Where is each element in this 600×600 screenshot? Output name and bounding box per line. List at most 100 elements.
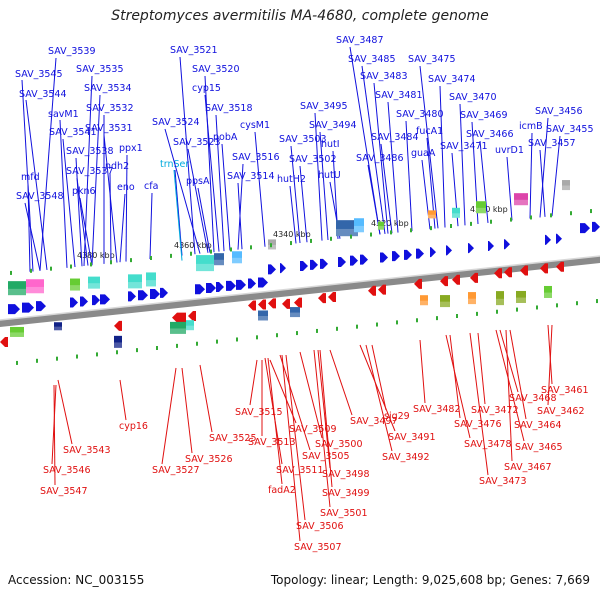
reverse-gene-label[interactable]: SAV_3492 xyxy=(382,452,430,463)
forward-gene-label[interactable]: ppsA xyxy=(186,176,210,187)
forward-gene-label[interactable]: pkn6 xyxy=(72,186,96,197)
forward-gene-label[interactable]: SAV_3514 xyxy=(227,171,275,182)
reverse-gene-label[interactable]: SAV_3527 xyxy=(152,465,200,476)
reverse-gene-label[interactable]: sig29 xyxy=(384,411,410,422)
forward-gene-arrow xyxy=(258,277,268,288)
forward-gene-label[interactable]: SAV_3531 xyxy=(85,123,133,134)
forward-gene-arrow xyxy=(216,281,224,292)
reverse-gene-label[interactable]: SAV_3491 xyxy=(388,432,436,443)
forward-gene-label[interactable]: hutH2 xyxy=(277,174,306,185)
reverse-gene-label[interactable]: SAV_3547 xyxy=(40,486,88,497)
reverse-gene-label[interactable]: SAV_3546 xyxy=(43,465,91,476)
forward-gene-label[interactable]: SAV_3532 xyxy=(86,103,134,114)
forward-gene-label[interactable]: SAV_3486 xyxy=(356,153,404,164)
forward-gene-label[interactable]: SAV_3521 xyxy=(170,45,218,56)
forward-gene-label[interactable]: SAV_3534 xyxy=(84,83,132,94)
reverse-gene-label[interactable]: SAV_3507 xyxy=(294,542,342,553)
forward-gene-label[interactable]: SAV_3484 xyxy=(371,132,419,143)
forward-gene-label[interactable]: SAV_3523 xyxy=(173,137,221,148)
reverse-gene-label[interactable]: cyp16 xyxy=(119,421,148,432)
forward-gene-label[interactable]: hutU xyxy=(318,170,341,181)
forward-gene-label[interactable]: SAV_3469 xyxy=(460,110,508,121)
reverse-gene-label[interactable]: SAV_3500 xyxy=(315,439,363,450)
forward-gene-label[interactable]: SAV_3494 xyxy=(309,120,357,131)
forward-gene-label[interactable]: SAV_3466 xyxy=(466,129,514,140)
reverse-gene-label[interactable]: SAV_3498 xyxy=(322,469,370,480)
forward-gene-label[interactable]: SAV_3524 xyxy=(152,117,200,128)
forward-gene-label[interactable]: SAV_3537 xyxy=(66,166,114,177)
forward-gene-label[interactable]: SAV_3487 xyxy=(336,35,384,46)
forward-gene-label[interactable]: SAV_3480 xyxy=(396,109,444,120)
forward-gene-label[interactable]: cfa xyxy=(144,181,158,192)
reverse-gene-label[interactable]: SAV_3464 xyxy=(514,420,562,431)
reverse-gene-label[interactable]: fadA2 xyxy=(268,485,296,496)
forward-gene-label[interactable]: SAV_3538 xyxy=(66,146,114,157)
forward-gene-label[interactable]: SAV_3516 xyxy=(232,152,280,163)
forward-gene-label[interactable]: SAV_3481 xyxy=(375,90,423,101)
reverse-gene-label[interactable]: SAV_3525 xyxy=(209,433,257,444)
forward-gene-label[interactable]: SAV_3539 xyxy=(48,46,96,57)
forward-gene-label[interactable]: SAV_3502 xyxy=(289,154,337,165)
forward-gene-label[interactable]: savM1 xyxy=(48,109,79,120)
reverse-gene-label[interactable]: SAV_3543 xyxy=(63,445,111,456)
forward-gene-label[interactable]: SAV_3495 xyxy=(300,101,348,112)
reverse-gene-label[interactable]: SAV_3461 xyxy=(541,385,589,396)
forward-gene-label[interactable]: SAV_3485 xyxy=(348,54,396,65)
reverse-gene-label[interactable]: SAV_3499 xyxy=(322,488,370,499)
forward-gene-label[interactable]: ndh2 xyxy=(105,161,129,172)
forward-gene-label[interactable]: SAV_3518 xyxy=(205,103,253,114)
reverse-gene-arrow xyxy=(540,263,548,274)
forward-gene-label[interactable]: SAV_3535 xyxy=(76,64,124,75)
forward-gene-label[interactable]: SAV_3541 xyxy=(49,127,97,138)
forward-gene-label[interactable]: SAV_3548 xyxy=(16,191,64,202)
forward-gene-label[interactable]: SAV_3470 xyxy=(449,92,497,103)
reverse-gene-label[interactable]: SAV_3509 xyxy=(289,424,337,435)
forward-connector-line xyxy=(179,56,196,255)
forward-gene-label[interactable]: SAV_3457 xyxy=(528,138,576,149)
reverse-gene-label[interactable]: SAV_3505 xyxy=(302,451,350,462)
reverse-gene-label[interactable]: SAV_3476 xyxy=(454,419,502,430)
reverse-gene-label[interactable]: SAV_3467 xyxy=(504,462,552,473)
forward-gene-label[interactable]: cyp15 xyxy=(192,83,221,94)
forward-gene-label[interactable]: fucA1 xyxy=(416,126,443,137)
forward-connector-line xyxy=(237,182,243,250)
reverse-gene-label[interactable]: SAV_3515 xyxy=(235,407,283,418)
track-marker xyxy=(170,253,172,258)
forward-gene-label[interactable]: guaA xyxy=(411,148,436,159)
forward-gene-label[interactable]: ppx1 xyxy=(119,143,143,154)
reverse-gene-arrow xyxy=(470,272,478,283)
reverse-gene-label[interactable]: SAV_3468 xyxy=(509,393,557,404)
forward-gene-label[interactable]: mfd xyxy=(21,172,40,183)
forward-gene-label[interactable]: pobA xyxy=(213,132,238,143)
track-marker xyxy=(156,346,158,350)
reverse-gene-label[interactable]: SAV_3472 xyxy=(471,405,519,416)
forward-gene-label[interactable]: SAV_3544 xyxy=(19,89,67,100)
reverse-gene-label[interactable]: SAV_3497 xyxy=(350,416,398,427)
forward-gene-label[interactable]: SAV_3483 xyxy=(360,71,408,82)
reverse-gene-label[interactable]: SAV_3473 xyxy=(479,476,527,487)
forward-gene-label[interactable]: SAV_3471 xyxy=(440,141,488,152)
reverse-gene-label[interactable]: SAV_3465 xyxy=(515,442,563,453)
forward-gene-label[interactable]: SAV_3474 xyxy=(428,74,476,85)
forward-gene-label[interactable]: hutI xyxy=(321,139,340,150)
forward-gene-label[interactable]: SAV_3475 xyxy=(408,54,456,65)
forward-gene-label[interactable]: SAV_3456 xyxy=(535,106,583,117)
reverse-connector-line xyxy=(449,334,461,419)
forward-gene-label[interactable]: eno xyxy=(117,182,135,193)
forward-gene-label[interactable]: SAV_3455 xyxy=(546,124,594,135)
reverse-gene-label[interactable]: SAV_3462 xyxy=(537,406,585,417)
track-marker xyxy=(330,236,332,241)
forward-gene-label[interactable]: cysM1 xyxy=(240,120,270,131)
forward-gene-label[interactable]: SAV_3503 xyxy=(279,134,327,145)
forward-gene-label[interactable]: SAV_3545 xyxy=(15,69,63,80)
forward-gene-label[interactable]: icmB xyxy=(519,121,543,132)
reverse-gene-label[interactable]: SAV_3482 xyxy=(413,404,461,415)
reverse-gene-label[interactable]: SAV_3501 xyxy=(320,508,368,519)
forward-gene-label[interactable]: SAV_3520 xyxy=(192,64,240,75)
reverse-gene-label[interactable]: SAV_3526 xyxy=(185,454,233,465)
reverse-gene-label[interactable]: SAV_3478 xyxy=(464,439,512,450)
reverse-gene-label[interactable]: SAV_3506 xyxy=(296,521,344,532)
forward-gene-label[interactable]: uvrD1 xyxy=(495,145,524,156)
track-marker xyxy=(536,305,538,310)
reverse-gene-label[interactable]: SAV_3513 xyxy=(248,437,296,448)
